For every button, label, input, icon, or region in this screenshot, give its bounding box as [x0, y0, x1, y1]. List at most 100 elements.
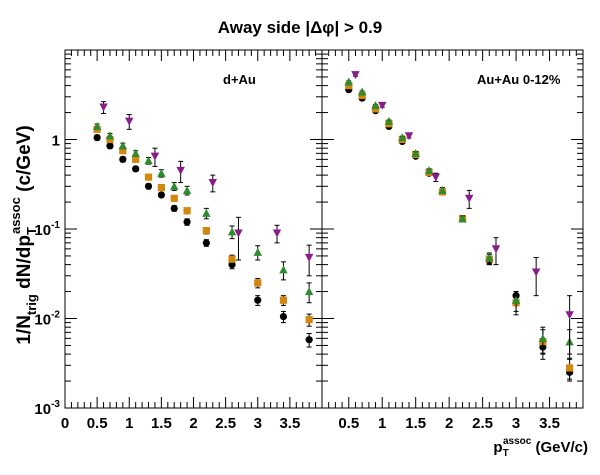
ylabel-suffix: (c/GeV) [14, 125, 35, 197]
data-point [144, 156, 153, 165]
series-triangle-up [344, 77, 574, 360]
data-point [228, 261, 236, 269]
data-point [157, 184, 165, 192]
data-point [157, 168, 166, 177]
y-tick-label-base: 10 [34, 312, 51, 329]
data-point [202, 208, 211, 217]
data-point [531, 268, 541, 277]
data-point [125, 117, 134, 126]
series-triangle-down [351, 71, 574, 355]
x-tick-label: 3.5 [279, 415, 300, 432]
y-axis-label: 1/Ntrig dN/dpTassoc (c/GeV) [8, 125, 39, 344]
data-point [183, 207, 191, 215]
data-point [202, 239, 210, 247]
data-point [254, 279, 262, 287]
data-point [105, 131, 115, 140]
data-point [176, 166, 185, 175]
series-square [345, 82, 574, 382]
data-point [424, 166, 434, 175]
data-point [485, 253, 494, 262]
x-tick-label: 0 [61, 415, 69, 432]
x-tick-label: 0.5 [87, 415, 108, 432]
xlabel-sub: T [503, 448, 509, 459]
y-tick-label-base: 10 [34, 222, 51, 239]
y-tick-label: 10-2 [34, 310, 60, 329]
y-tick-label: 1 [52, 133, 60, 150]
data-point [371, 101, 380, 110]
data-point [118, 141, 128, 150]
x-tick-label: 1.5 [405, 415, 426, 432]
data-point [465, 194, 474, 203]
data-point [511, 295, 521, 304]
x-tick-label: 0.5 [338, 415, 359, 432]
data-point [208, 178, 217, 187]
data-point [411, 148, 420, 157]
y-tick-label-exp: -1 [51, 220, 60, 231]
panel-label: d+Au [223, 72, 256, 87]
data-point [279, 313, 288, 321]
data-point [344, 77, 353, 86]
data-point [384, 116, 394, 125]
data-point [279, 296, 288, 304]
ylabel-middle: dN/dp [14, 235, 35, 294]
data-point [272, 229, 282, 238]
data-point [119, 147, 127, 155]
data-point [170, 194, 178, 202]
data-point [345, 82, 353, 90]
data-point [305, 336, 313, 344]
data-point [227, 227, 237, 236]
data-point [234, 229, 243, 238]
data-point [491, 245, 501, 254]
x-tick-label: 1.5 [151, 415, 172, 432]
data-point [93, 134, 101, 142]
data-point [106, 135, 114, 144]
x-tick-label: 3.5 [539, 415, 560, 432]
data-point [279, 265, 288, 274]
data-point [304, 287, 314, 296]
data-point [157, 191, 165, 199]
data-point [253, 247, 262, 256]
x-tick-label: 3 [254, 415, 262, 432]
x-tick-label: 2 [445, 415, 453, 432]
x-tick-label: 1 [125, 415, 133, 432]
data-point [438, 185, 447, 194]
ylabel-middle-sup: assoc [8, 197, 23, 234]
data-point [132, 155, 140, 163]
series-square [93, 125, 313, 327]
data-point [378, 101, 387, 110]
data-point [566, 364, 574, 372]
data-point [565, 311, 574, 320]
ylabel-middle-sub: T [24, 227, 39, 235]
data-point [228, 255, 236, 263]
data-point [351, 71, 360, 80]
data-point [538, 333, 548, 342]
series-circle [345, 86, 574, 380]
y-tick-label: 10-3 [34, 399, 60, 418]
x-tick-label: 3 [512, 415, 520, 432]
xlabel-main: p [493, 439, 502, 456]
data-point [254, 296, 262, 304]
x-tick-label: 2.5 [215, 415, 236, 432]
data-point [357, 87, 367, 96]
data-point [144, 173, 153, 181]
data-point [398, 133, 407, 142]
y-tick-label-exp: -3 [51, 399, 60, 410]
data-point [431, 173, 440, 182]
data-point [458, 214, 467, 223]
xlabel-suffix: (GeV/c) [531, 439, 588, 456]
x-axis-label: pTassoc (GeV/c) [493, 436, 588, 459]
ylabel-prefix-sub: trig [24, 294, 39, 315]
panel-label: Au+Au 0-12% [477, 72, 561, 87]
svg-text:pTassoc (GeV/c): pTassoc (GeV/c) [493, 436, 588, 459]
data-point [305, 316, 313, 324]
series-triangle-up [92, 122, 314, 304]
data-point [404, 132, 414, 141]
data-point [150, 152, 160, 161]
x-tick-label: 2.5 [472, 415, 493, 432]
series-circle [93, 134, 313, 348]
data-point [99, 103, 108, 112]
data-point [92, 122, 102, 131]
x-tick-label: 2 [189, 415, 197, 432]
x-tick-label: 1 [378, 415, 386, 432]
data-point [304, 253, 314, 262]
